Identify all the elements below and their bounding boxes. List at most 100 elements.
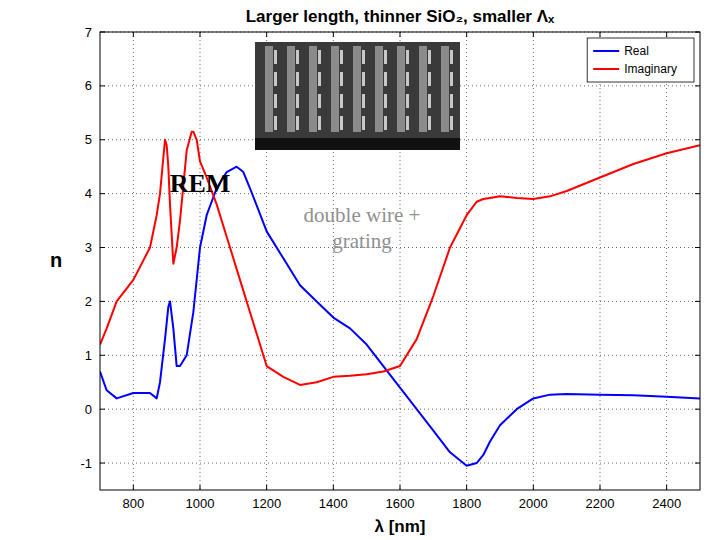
x-grid-line	[533, 32, 534, 490]
inset-wire	[450, 72, 453, 86]
plot-frame	[100, 32, 700, 490]
inset-wire	[318, 94, 321, 108]
y-tick	[100, 355, 105, 356]
inset-wire	[318, 116, 321, 130]
x-tick	[400, 485, 401, 490]
grid	[100, 32, 700, 490]
inset-wire	[296, 94, 299, 108]
y-tick-label: 6	[85, 78, 92, 93]
inset-wire	[428, 50, 431, 64]
plot-area	[100, 32, 700, 490]
legend-swatch	[593, 68, 619, 70]
inset-wire	[274, 116, 277, 130]
inset-wire	[428, 72, 431, 86]
inset-wire	[318, 72, 321, 86]
y-tick	[695, 355, 700, 356]
legend-box	[587, 38, 694, 82]
x-tick	[266, 32, 267, 37]
inset-wire	[384, 116, 387, 130]
x-tick	[666, 32, 667, 37]
x-grid-line	[133, 32, 134, 490]
inset-wire	[384, 50, 387, 64]
x-tick	[666, 485, 667, 490]
inset-wire	[296, 50, 299, 64]
x-tick-label: 1400	[319, 496, 348, 511]
y-tick	[695, 247, 700, 248]
y-grid-line	[100, 409, 700, 410]
x-tick-label: 1000	[186, 496, 215, 511]
x-tick	[333, 485, 334, 490]
inset-wire	[340, 72, 343, 86]
inset-wire	[384, 94, 387, 108]
inset-wire	[450, 50, 453, 64]
x-tick	[600, 485, 601, 490]
inset-wire	[340, 94, 343, 108]
x-tick	[266, 485, 267, 490]
inset-wire	[384, 72, 387, 86]
inset-wire	[340, 116, 343, 130]
inset-wire	[274, 72, 277, 86]
x-axis-title: λ [nm]	[375, 517, 426, 536]
y-tick-label: 5	[85, 132, 92, 147]
series-line	[100, 132, 700, 385]
inset-wire	[362, 72, 365, 86]
x-tick-label: 800	[122, 496, 144, 511]
y-grid-line	[100, 355, 700, 356]
inset-stripe	[441, 46, 449, 132]
x-grid-line	[466, 32, 467, 490]
inset-image	[255, 42, 460, 150]
inset-background	[255, 42, 460, 150]
inset-wire	[318, 50, 321, 64]
x-tick	[466, 485, 467, 490]
y-axis-title: n	[50, 249, 62, 271]
y-tick	[695, 463, 700, 464]
legend-swatch	[593, 50, 619, 52]
y-tick	[695, 409, 700, 410]
inset-info-bar	[255, 138, 460, 150]
inset-wire	[406, 116, 409, 130]
inset-wire	[296, 116, 299, 130]
inset-wire	[406, 72, 409, 86]
inset-wire	[450, 116, 453, 130]
y-tick	[695, 85, 700, 86]
x-tick	[133, 485, 134, 490]
inset-wire	[428, 116, 431, 130]
inset-stripe	[353, 46, 361, 132]
y-tick-label: 0	[85, 402, 92, 417]
x-tick-label: 2000	[519, 496, 548, 511]
y-grid-line	[100, 247, 700, 248]
chart: 80010001200140016001800200022002400-1012…	[0, 0, 725, 540]
annotation: double wire +grating	[304, 203, 421, 253]
y-grid-line	[100, 463, 700, 464]
y-tick-label: 4	[85, 186, 92, 201]
x-tick	[533, 485, 534, 490]
y-tick	[100, 85, 105, 86]
inset-wire	[274, 50, 277, 64]
y-tick	[100, 139, 105, 140]
y-tick	[695, 193, 700, 194]
x-tick	[133, 32, 134, 37]
x-tick	[400, 32, 401, 37]
x-tick-label: 1600	[386, 496, 415, 511]
inset-wire	[296, 72, 299, 86]
x-tick	[333, 32, 334, 37]
inset-wire	[450, 94, 453, 108]
inset-stripe	[397, 46, 405, 132]
x-tick	[466, 32, 467, 37]
x-tick-label: 1200	[252, 496, 281, 511]
x-grid-line	[666, 32, 667, 490]
x-tick-label: 1800	[452, 496, 481, 511]
y-tick	[100, 247, 105, 248]
y-tick	[695, 301, 700, 302]
annotation: REM	[170, 169, 231, 198]
x-tick	[533, 32, 534, 37]
series-line	[100, 167, 700, 466]
inset-stripe	[265, 46, 273, 132]
inset-stripe	[375, 46, 383, 132]
inset-wire	[362, 116, 365, 130]
inset-wire	[274, 94, 277, 108]
y-tick-label: 7	[85, 25, 92, 40]
y-tick-label: 3	[85, 240, 92, 255]
lines	[100, 132, 700, 466]
inset-stripe	[287, 46, 295, 132]
